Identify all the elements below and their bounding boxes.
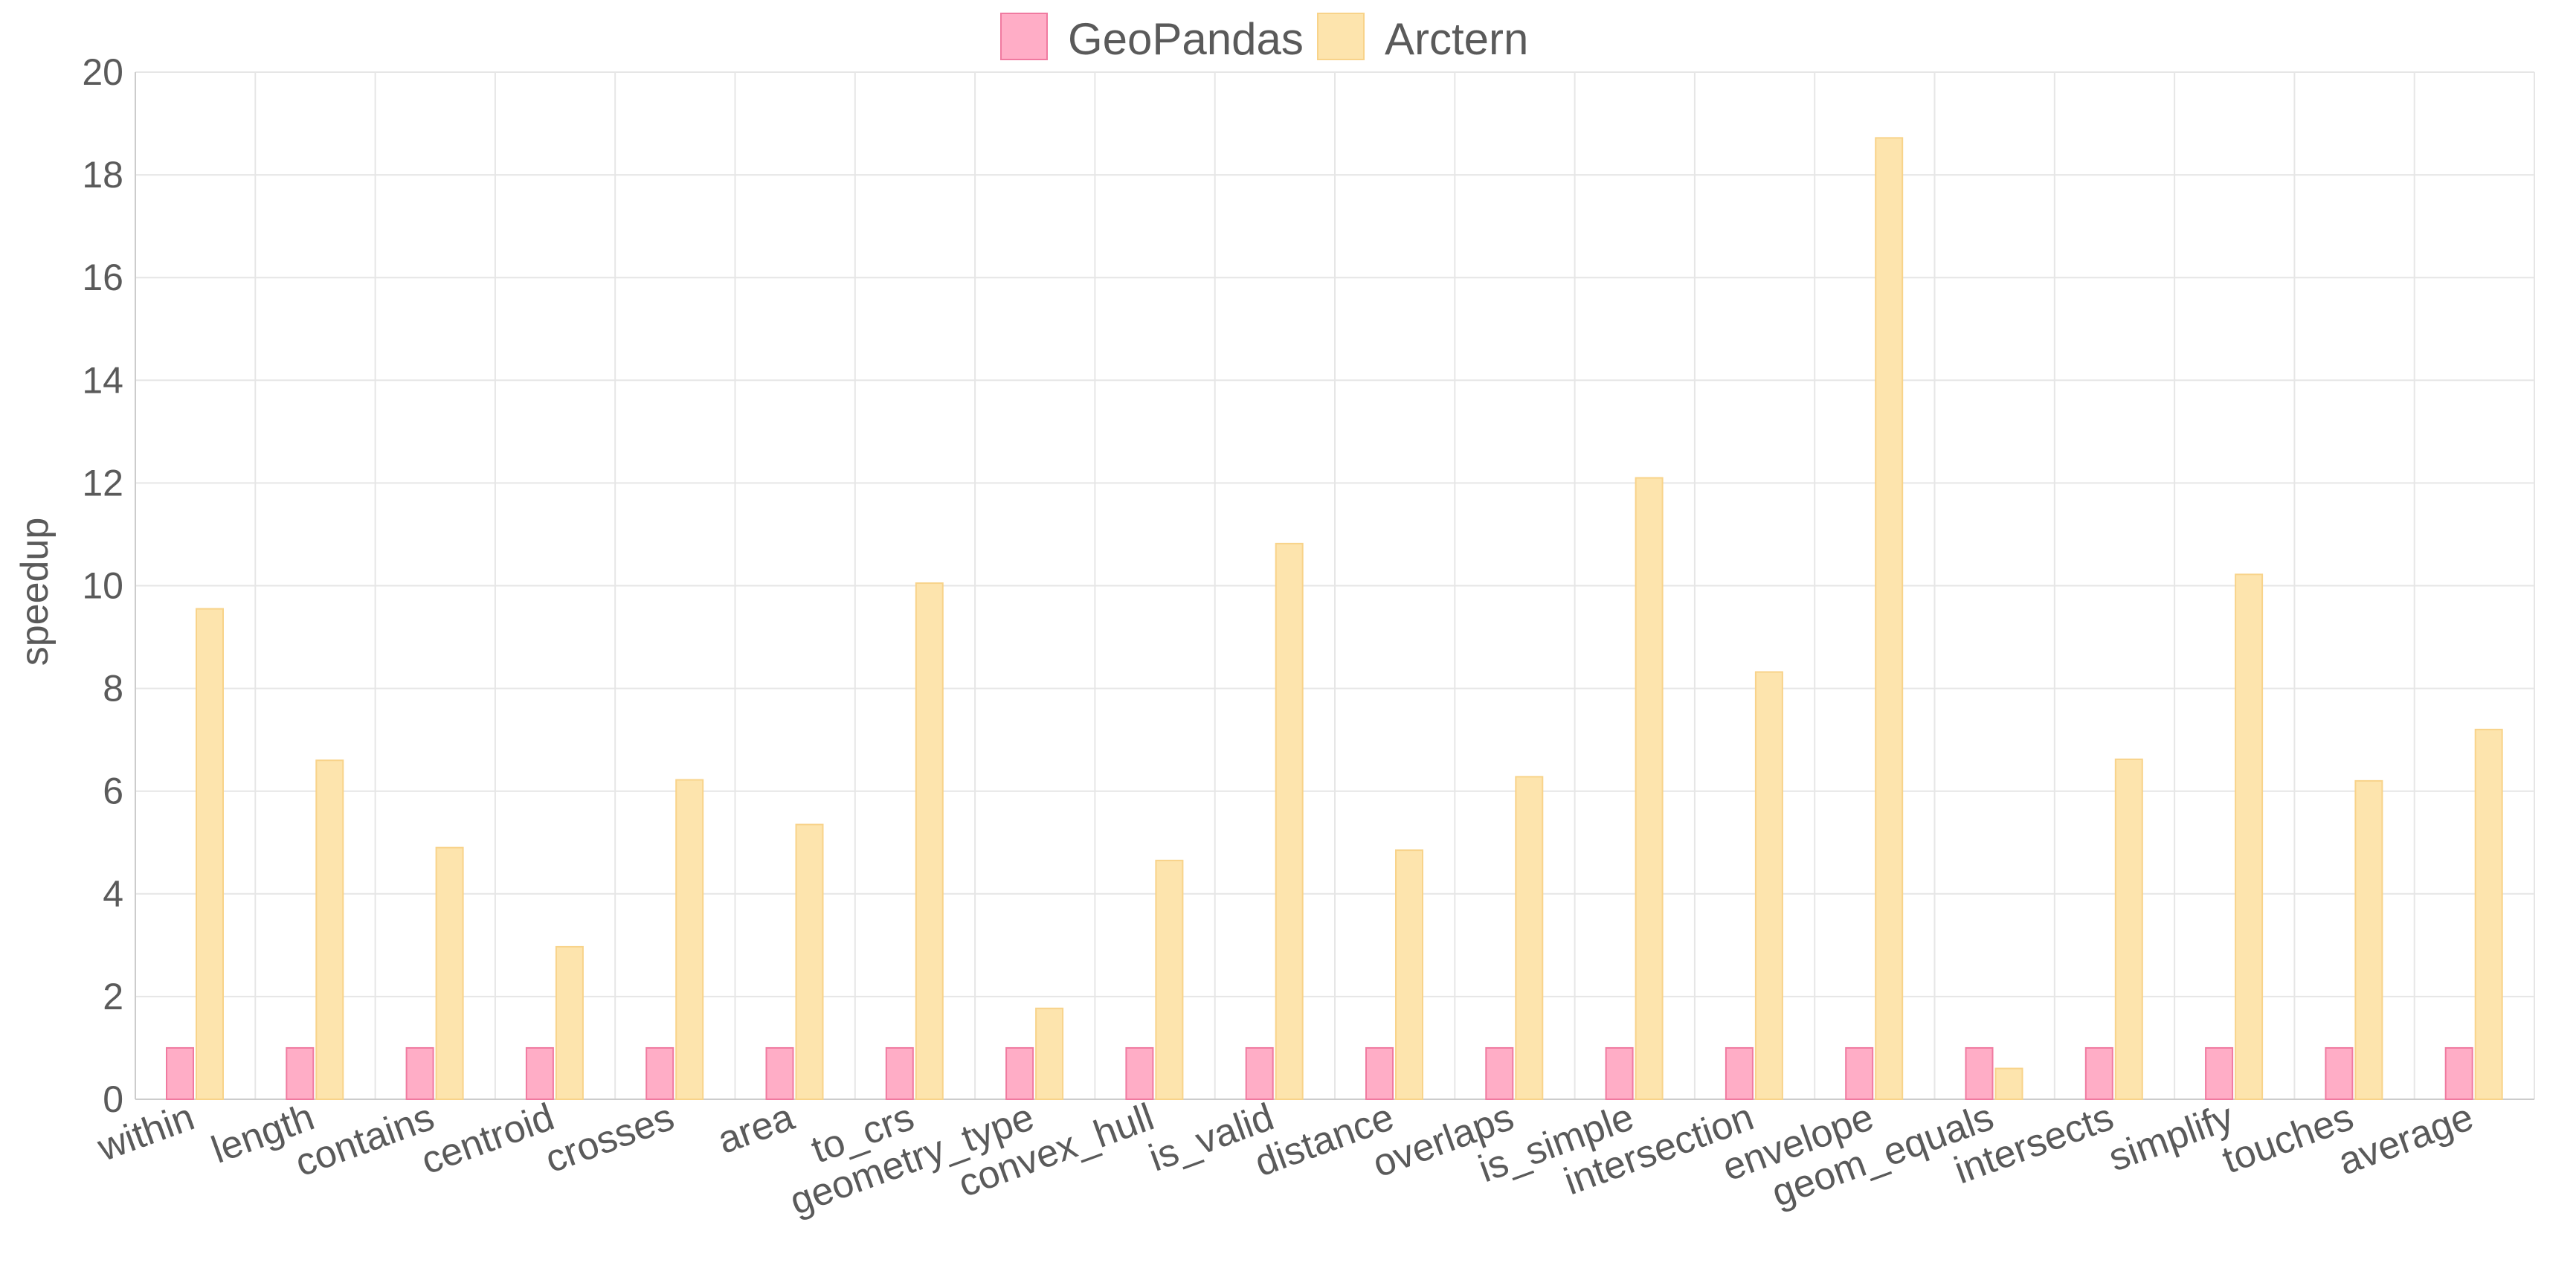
bar-geopandas-within xyxy=(166,1046,194,1100)
y-tick-label: 8 xyxy=(103,668,123,710)
bar-geopandas-touches xyxy=(2325,1046,2354,1100)
bar-arctern-overlaps xyxy=(1515,776,1544,1100)
bar-geopandas-to_crs xyxy=(885,1046,914,1100)
bar-geopandas-distance xyxy=(1365,1046,1394,1100)
y-axis-label: speedup xyxy=(13,518,57,666)
bar-arctern-contains xyxy=(435,846,464,1101)
bar-arctern-length xyxy=(315,759,344,1101)
bar-geopandas-envelope xyxy=(1845,1046,1874,1100)
bar-geopandas-geom_equals xyxy=(1965,1046,1994,1100)
bar-arctern-intersects xyxy=(2114,758,2143,1100)
bar-arctern-is_simple xyxy=(1635,477,1664,1100)
bar-geopandas-geometry_type xyxy=(1005,1046,1034,1100)
bar-arctern-convex_hull xyxy=(1155,859,1184,1100)
legend-label-geopandas: GeoPandas xyxy=(1068,14,1304,64)
bar-arctern-geometry_type xyxy=(1035,1007,1064,1100)
y-axis-ticks: 0 2 4 6 8 10 12 14 16 18 20 xyxy=(82,51,123,1120)
bar-geopandas-simplify xyxy=(2205,1046,2234,1100)
bar-geopandas-area xyxy=(765,1046,794,1100)
bar-arctern-distance xyxy=(1395,849,1423,1101)
y-tick-label: 0 xyxy=(103,1078,123,1120)
bar-arctern-to_crs xyxy=(915,582,944,1100)
x-tick-label: crosses xyxy=(540,1096,680,1182)
bar-arctern-crosses xyxy=(675,779,704,1101)
legend-swatch-arctern xyxy=(1317,13,1365,60)
y-tick-label: 18 xyxy=(82,154,123,196)
legend-label-arctern: Arctern xyxy=(1385,14,1528,64)
legend-swatch-geopandas xyxy=(1000,13,1048,60)
y-tick-label: 20 xyxy=(82,51,123,93)
bar-geopandas-centroid xyxy=(525,1046,554,1100)
bars xyxy=(166,137,2503,1101)
x-tick-label: touches xyxy=(2217,1096,2359,1183)
y-tick-label: 10 xyxy=(82,565,123,607)
bar-arctern-within xyxy=(196,608,224,1100)
x-tick-label: average xyxy=(2333,1096,2479,1184)
bar-arctern-simplify xyxy=(2235,573,2264,1100)
legend: GeoPandas Arctern xyxy=(1000,13,1528,64)
bar-geopandas-convex_hull xyxy=(1125,1046,1154,1100)
bar-arctern-is_valid xyxy=(1275,542,1304,1100)
bar-geopandas-intersects xyxy=(2084,1046,2113,1100)
x-tick-label: contains xyxy=(290,1096,440,1186)
bar-geopandas-is_valid xyxy=(1245,1046,1274,1100)
bar-arctern-average xyxy=(2474,728,2503,1101)
bar-geopandas-is_simple xyxy=(1605,1046,1634,1100)
bar-geopandas-average xyxy=(2444,1046,2473,1100)
y-tick-label: 14 xyxy=(82,359,123,401)
y-tick-label: 2 xyxy=(103,976,123,1017)
bar-geopandas-intersection xyxy=(1725,1046,1754,1100)
gridlines xyxy=(135,71,2535,1100)
x-tick-label: area xyxy=(712,1096,800,1162)
bar-arctern-centroid xyxy=(555,945,584,1101)
bar-geopandas-crosses xyxy=(645,1046,674,1100)
bar-arctern-intersection xyxy=(1754,671,1783,1100)
bar-arctern-touches xyxy=(2354,779,2383,1100)
x-tick-label: simplify xyxy=(2103,1096,2239,1180)
x-tick-label: centroid xyxy=(416,1096,560,1183)
y-tick-label: 16 xyxy=(82,257,123,298)
bar-arctern-area xyxy=(795,823,824,1101)
y-tick-label: 4 xyxy=(103,873,123,915)
bar-geopandas-overlaps xyxy=(1485,1046,1514,1100)
bar-arctern-envelope xyxy=(1875,137,1904,1100)
bar-arctern-geom_equals xyxy=(1994,1067,2023,1100)
y-tick-label: 6 xyxy=(103,771,123,812)
bar-geopandas-contains xyxy=(405,1046,434,1100)
y-tick-label: 12 xyxy=(82,462,123,504)
bar-geopandas-length xyxy=(286,1046,315,1100)
